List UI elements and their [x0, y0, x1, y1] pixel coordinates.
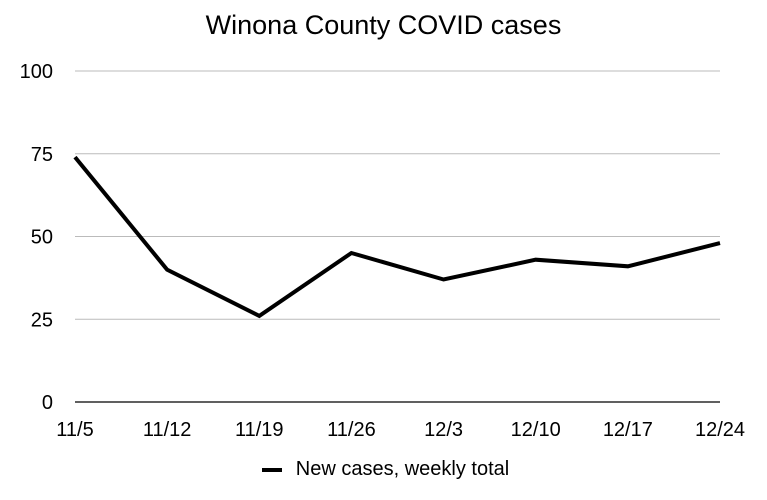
x-tick-label: 12/10	[511, 419, 561, 441]
x-tick-label: 11/26	[327, 419, 376, 441]
legend: New cases, weekly total	[0, 458, 767, 481]
x-tick-label: 12/24	[695, 419, 745, 441]
x-tick-label: 12/17	[603, 419, 653, 441]
y-tick-label: 100	[20, 61, 53, 83]
x-tick-label: 11/5	[56, 419, 93, 441]
legend-label: New cases, weekly total	[295, 458, 510, 480]
y-tick-label: 25	[31, 309, 53, 331]
legend-line-swatch-icon	[261, 467, 282, 472]
x-tick-label: 11/19	[235, 419, 284, 441]
series-line	[73, 155, 721, 319]
chart-title: Winona County COVID cases	[205, 10, 562, 40]
x-tick-label: 12/3	[424, 419, 463, 441]
x-tick-label: 11/12	[143, 419, 192, 441]
y-tick-label: 50	[31, 227, 53, 249]
y-tick-label: 0	[42, 392, 53, 414]
y-tick-label: 75	[31, 144, 53, 166]
